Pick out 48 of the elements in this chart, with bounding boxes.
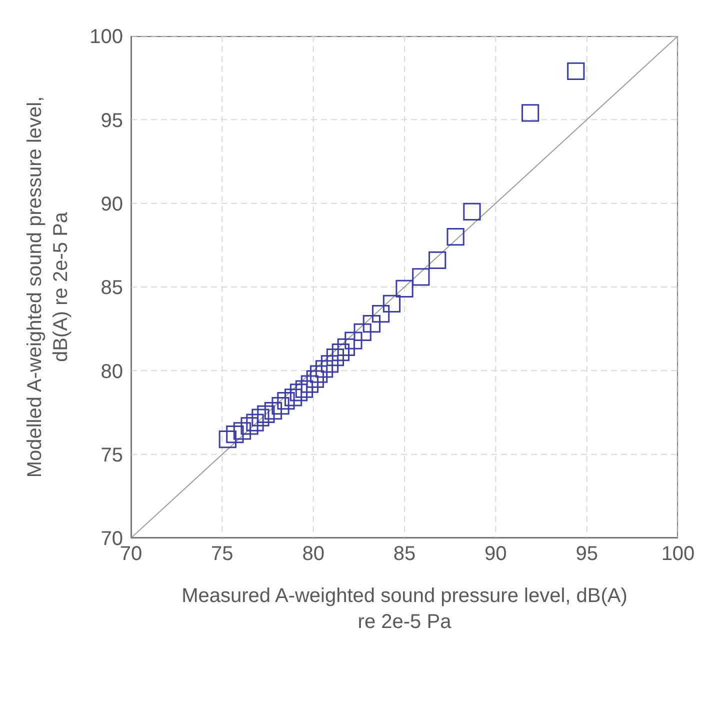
point: [218, 430, 236, 448]
point: [300, 375, 318, 393]
point: [412, 268, 430, 286]
y-tick-label: 75: [100, 444, 123, 466]
point: [233, 422, 252, 440]
point: [326, 348, 344, 366]
y-axis-title: Modelled A-weighted sound pressure level, dB(A) re 2e-5 Pa: [24, 96, 72, 478]
point: [246, 414, 264, 432]
point: [567, 62, 585, 80]
point: [240, 417, 258, 435]
point: [446, 228, 464, 246]
y-tick-label: 85: [100, 277, 123, 300]
point: [362, 315, 380, 333]
point: [354, 323, 372, 341]
point: [522, 104, 540, 122]
point: [284, 388, 302, 406]
point: [295, 380, 314, 398]
point: [252, 408, 270, 426]
y-tick-label: 95: [100, 110, 123, 132]
point: [315, 360, 334, 378]
point: [396, 280, 414, 298]
point: [257, 405, 275, 423]
y-tick-label: 100: [90, 26, 123, 48]
point: [337, 338, 355, 356]
point: [306, 370, 324, 388]
point: [382, 294, 401, 313]
point: [310, 365, 328, 383]
point: [463, 202, 481, 221]
y-tick-label: 90: [100, 193, 123, 216]
x-tick-label: 70: [120, 543, 142, 566]
x-axis-title: Measured A-weighted sound pressure level, dB(A) re 2e-5 Pa: [182, 585, 628, 633]
x-tick-label: 90: [484, 543, 507, 566]
point: [332, 343, 350, 362]
x-tick-label: 95: [576, 543, 598, 566]
point: [344, 332, 362, 350]
point: [428, 251, 446, 270]
y-tick-label: 80: [100, 360, 123, 383]
point: [264, 402, 282, 420]
point: [277, 392, 295, 410]
point: [272, 396, 290, 415]
x-tick-label: 75: [211, 543, 234, 566]
point: [226, 425, 244, 444]
point: [372, 304, 390, 323]
point: [320, 355, 339, 373]
x-tick-label: 85: [393, 543, 416, 566]
point: [290, 384, 308, 402]
x-tick-label: 100: [661, 543, 695, 566]
x-tick-label: 80: [302, 543, 324, 566]
